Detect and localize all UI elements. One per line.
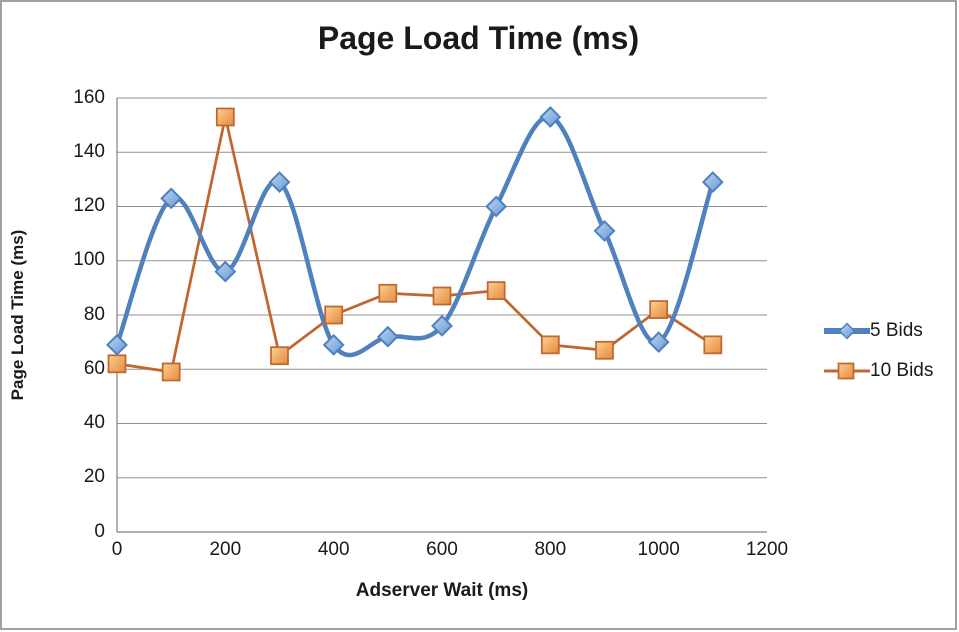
svg-text:0: 0: [94, 521, 105, 542]
svg-text:140: 140: [73, 141, 105, 162]
svg-text:400: 400: [318, 539, 350, 560]
svg-text:40: 40: [84, 412, 105, 433]
svg-text:60: 60: [84, 358, 105, 379]
svg-text:600: 600: [426, 539, 458, 560]
svg-text:120: 120: [73, 195, 105, 216]
svg-text:1000: 1000: [638, 539, 680, 560]
svg-text:80: 80: [84, 304, 105, 325]
svg-text:160: 160: [73, 87, 105, 108]
svg-text:100: 100: [73, 249, 105, 270]
svg-text:1200: 1200: [746, 539, 788, 560]
svg-text:800: 800: [534, 539, 566, 560]
svg-text:20: 20: [84, 466, 105, 487]
svg-text:0: 0: [112, 539, 123, 560]
svg-text:200: 200: [209, 539, 241, 560]
